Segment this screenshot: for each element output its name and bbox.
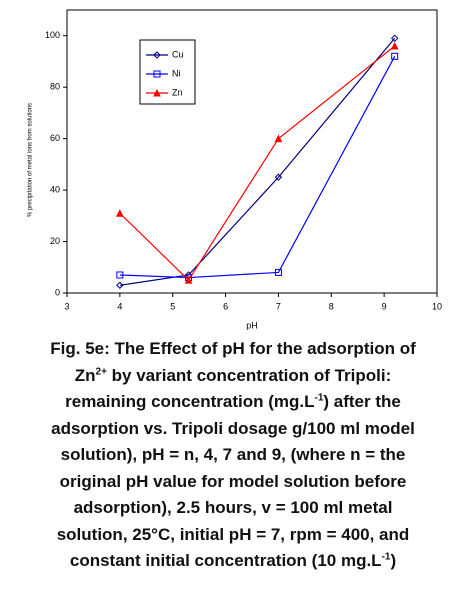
x-tick-label: 7	[276, 301, 281, 311]
caption-line: adsorption vs. Tripoli dosage g/100 ml m…	[0, 416, 466, 443]
superscript: 2+	[95, 365, 107, 377]
y-tick-label: 40	[50, 184, 60, 194]
superscript: -1	[381, 551, 391, 563]
caption-text: ) after the	[323, 392, 401, 411]
y-tick-label: 20	[50, 236, 60, 246]
caption-text: )	[390, 551, 397, 570]
x-tick-label: 6	[223, 301, 228, 311]
caption-text: remaining concentration (mg.L	[65, 392, 315, 411]
superscript: -1	[314, 392, 324, 404]
marker	[274, 134, 283, 143]
plot-area	[66, 9, 438, 294]
legend-marker	[153, 51, 161, 59]
caption-line: solution, 25°C, initial pH = 7, rpm = 40…	[0, 522, 466, 549]
caption-line: Fig. 5e: The Effect of pH for the adsorp…	[0, 336, 466, 363]
legend-label: Cu	[172, 49, 184, 59]
marker	[116, 281, 124, 289]
caption-text: solution), pH = n, 4, 7 and 9, (where n …	[60, 445, 406, 464]
marker	[116, 271, 124, 279]
caption: Fig. 5e: The Effect of pH for the adsorp…	[0, 336, 466, 575]
series-line	[119, 45, 396, 282]
series-line	[119, 37, 396, 286]
y-tick-label: 0	[55, 287, 60, 297]
x-tick-label: 4	[117, 301, 122, 311]
caption-text: constant initial concentration (10 mg.L	[69, 551, 382, 570]
marker	[116, 209, 124, 217]
caption-line: constant initial concentration (10 mg.L-…	[0, 548, 466, 575]
x-tick-label: 3	[64, 301, 69, 311]
marker	[274, 173, 283, 181]
legend-label: Ni	[172, 68, 181, 78]
marker	[274, 268, 282, 276]
legend-box	[139, 39, 196, 105]
legend-label: Zn	[172, 87, 183, 97]
legend-marker	[153, 88, 161, 97]
caption-line: remaining concentration (mg.L-1) after t…	[0, 389, 466, 416]
marker	[184, 276, 193, 284]
y-tick-label: 60	[50, 133, 60, 143]
caption-line: Zn2+ by variant concentration of Tripoli…	[0, 363, 466, 390]
series-line	[119, 56, 396, 279]
marker	[391, 34, 399, 43]
caption-text: Fig. 5e: The Effect of pH for the adsorp…	[50, 339, 416, 358]
caption-line: original pH value for model solution bef…	[0, 469, 466, 496]
x-tick-label: 9	[382, 301, 387, 311]
caption-text: Zn	[74, 365, 96, 385]
marker	[390, 41, 399, 50]
caption-text: solution, 25°C, initial pH = 7, rpm = 40…	[56, 524, 410, 544]
caption-text: by variant concentration of Tripoli:	[106, 365, 392, 385]
x-tick-label: 10	[432, 301, 442, 311]
x-axis-label: pH	[246, 320, 258, 330]
caption-line: adsorption), 2.5 hours, v = 100 ml metal	[0, 495, 466, 522]
legend-marker	[153, 70, 161, 78]
caption-line: solution), pH = n, 4, 7 and 9, (where n …	[0, 442, 466, 469]
x-tick-label: 8	[329, 301, 334, 311]
y-tick-label: 80	[50, 82, 60, 92]
chart: pH % precipitation of metal ions from so…	[28, 9, 442, 330]
caption-text: adsorption), 2.5 hours, v = 100 ml metal	[73, 498, 393, 517]
caption-text: original pH value for model solution bef…	[59, 471, 407, 491]
marker	[391, 52, 399, 60]
caption-text: adsorption vs. Tripoli dosage g/100 ml m…	[51, 418, 415, 438]
y-axis-label: % precipitation of metal ions from solut…	[28, 103, 34, 217]
y-tick-label: 100	[45, 30, 60, 40]
x-tick-label: 5	[170, 301, 175, 311]
